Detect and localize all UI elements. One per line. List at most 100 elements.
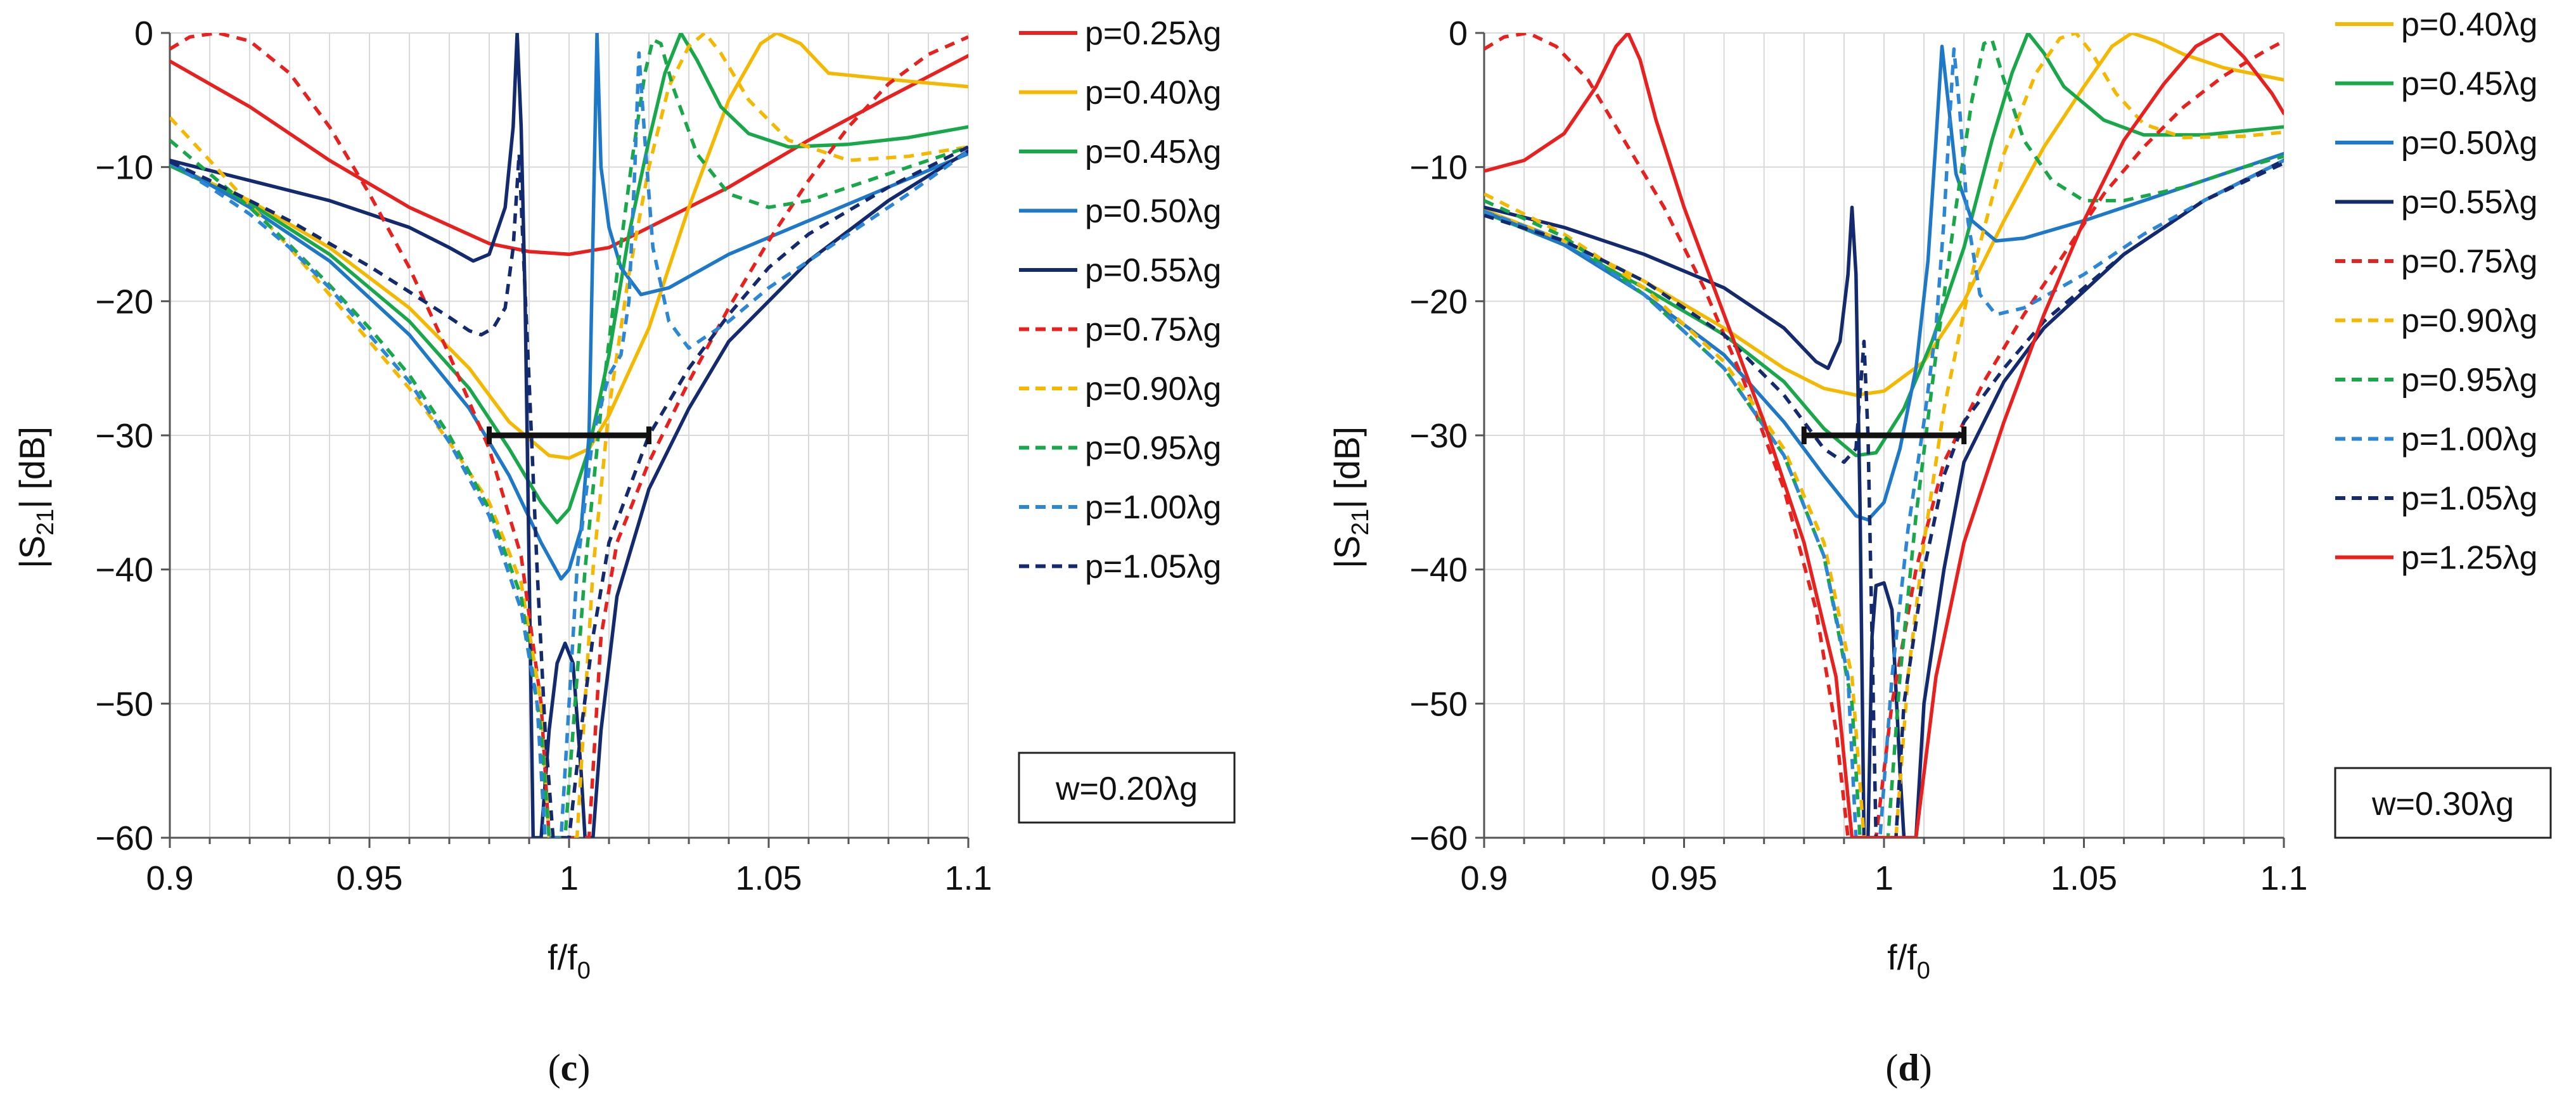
legend-label: p=1.05λg bbox=[2401, 480, 2537, 517]
legend-label: p=0.55λg bbox=[1085, 252, 1221, 289]
series-line bbox=[170, 33, 968, 581]
bandwidth-marker bbox=[487, 426, 651, 444]
x-tick-label: 1.05 bbox=[735, 859, 802, 897]
legend-label: p=0.90λg bbox=[2401, 303, 2537, 340]
series-line bbox=[1484, 33, 2284, 838]
series-line bbox=[1484, 37, 2284, 838]
y-tick-label: 0 bbox=[1449, 15, 1468, 53]
series-line bbox=[170, 33, 968, 838]
y-tick-label: −10 bbox=[1409, 149, 1468, 187]
series-line bbox=[1484, 161, 2284, 838]
y-tick-label: −60 bbox=[95, 819, 153, 857]
legend-label: p=0.75λg bbox=[2401, 243, 2537, 280]
legend-label: p=1.00λg bbox=[2401, 421, 2537, 458]
legend-label: p=0.45λg bbox=[2401, 66, 2537, 103]
legend-label: p=0.75λg bbox=[1085, 312, 1221, 349]
legend-label: p=0.50λg bbox=[2401, 125, 2537, 162]
y-tick-label: −20 bbox=[1409, 283, 1468, 321]
legend-item: p=0.95λg bbox=[1019, 430, 1221, 467]
series-line bbox=[1484, 33, 2284, 397]
legend-label: p=0.40λg bbox=[2401, 6, 2537, 43]
axes: 0.9 0.95 1 1.05 1.1 0 −10 −20 −30 −40 −50 −60 bbox=[95, 15, 992, 897]
y-axis-title: |S21| [dB] bbox=[1327, 426, 1374, 568]
panel-label: (d) bbox=[1885, 1047, 1932, 1089]
x-axis-title: f/f0 bbox=[548, 937, 591, 984]
legend-item: p=0.90λg bbox=[1019, 371, 1221, 407]
panel-label: (c) bbox=[548, 1047, 591, 1089]
annotation-text: w=0.30λg bbox=[2371, 786, 2514, 823]
y-tick-label: −30 bbox=[1409, 417, 1468, 455]
series-line bbox=[170, 54, 968, 257]
x-tick-label: 0.95 bbox=[336, 859, 402, 897]
legend-item: p=0.45λg bbox=[2335, 66, 2537, 103]
chart-panel-c: |S21| [dB] f/f0 0.9 0.95 1 1.05 1.1 0 −10 −20 −3… bbox=[12, 15, 1236, 1089]
x-tick-label: 0.9 bbox=[1460, 859, 1508, 897]
y-tick-label: −50 bbox=[95, 685, 153, 723]
legend-item: p=0.55λg bbox=[2335, 184, 2537, 221]
legend-label: p=0.45λg bbox=[1085, 134, 1221, 170]
series-line bbox=[1484, 158, 2284, 838]
legend-item: p=0.45λg bbox=[1019, 134, 1221, 170]
legend-item: p=1.05λg bbox=[1019, 549, 1221, 586]
legend-item: p=0.25λg bbox=[1019, 15, 1221, 52]
legend-item: p=1.05λg bbox=[2335, 480, 2537, 517]
series-line bbox=[1484, 47, 2284, 838]
axes: 0.9 0.95 1 1.05 1.1 0 −10 −20 −30 −40 −50 −60 bbox=[1409, 15, 2307, 897]
series-line bbox=[170, 37, 968, 838]
legend-label: p=0.25λg bbox=[1085, 15, 1221, 52]
legend-label: p=0.55λg bbox=[2401, 184, 2537, 221]
x-tick-label: 1.1 bbox=[2260, 859, 2307, 897]
legend-item: p=1.00λg bbox=[1019, 489, 1221, 526]
legend-item: p=0.50λg bbox=[1019, 193, 1221, 230]
annotation-box: w=0.30λg bbox=[2334, 767, 2552, 839]
legend-label: p=1.25λg bbox=[2401, 540, 2537, 577]
legend-label: p=0.50λg bbox=[1085, 193, 1221, 230]
legend-label: p=0.95λg bbox=[2401, 362, 2537, 399]
legend-item: p=1.00λg bbox=[2335, 421, 2537, 458]
y-tick-label: −30 bbox=[95, 417, 153, 455]
annotation-text: w=0.20λg bbox=[1055, 771, 1198, 807]
legend-label: p=1.05λg bbox=[1085, 549, 1221, 586]
y-axis-title: |S21| [dB] bbox=[12, 426, 59, 568]
legend-item: p=0.55λg bbox=[1019, 252, 1221, 289]
x-tick-label: 1.05 bbox=[2051, 859, 2117, 897]
legend-item: p=0.50λg bbox=[2335, 125, 2537, 162]
y-tick-label: −40 bbox=[1409, 551, 1468, 589]
legend-item: p=0.90λg bbox=[2335, 303, 2537, 340]
legend-item: p=0.95λg bbox=[2335, 362, 2537, 399]
series-line bbox=[170, 145, 968, 838]
legend: p=0.40λg p=0.45λg p=0.50λg p=0.55λg p=0.75λg… bbox=[2335, 6, 2537, 577]
y-tick-label: −50 bbox=[1409, 685, 1468, 723]
chart-panel-d: |S21| [dB] f/f0 0.9 0.95 1 1.05 1.1 0 −10 −20 −3… bbox=[1327, 6, 2552, 1089]
y-tick-label: −10 bbox=[95, 149, 153, 187]
annotation-box: w=0.20λg bbox=[1018, 752, 1236, 824]
series-line bbox=[170, 33, 968, 460]
series-line bbox=[1484, 44, 2284, 522]
legend-label: p=0.90λg bbox=[1085, 371, 1221, 407]
legend-item: p=0.40λg bbox=[1019, 75, 1221, 112]
x-tick-label: 1.1 bbox=[944, 859, 992, 897]
legend: p=0.25λg p=0.40λg p=0.45λg p=0.50λg p=0.55λg… bbox=[1019, 15, 1221, 586]
series-line bbox=[170, 33, 968, 838]
x-tick-label: 0.9 bbox=[146, 859, 193, 897]
plot-area bbox=[1484, 33, 2284, 838]
legend-label: p=0.40λg bbox=[1085, 75, 1221, 112]
y-tick-label: 0 bbox=[134, 15, 153, 53]
series-line bbox=[1484, 33, 2284, 838]
legend-label: p=0.95λg bbox=[1085, 430, 1221, 467]
legend-item: p=0.75λg bbox=[1019, 312, 1221, 349]
x-tick-label: 0.95 bbox=[1651, 859, 1717, 897]
bandwidth-marker bbox=[1801, 426, 1967, 444]
series-line bbox=[170, 33, 968, 525]
series-line bbox=[1484, 33, 2284, 838]
y-tick-label: −60 bbox=[1409, 819, 1468, 857]
x-axis-title: f/f0 bbox=[1887, 937, 1930, 984]
x-tick-label: 1 bbox=[560, 859, 579, 897]
legend-item: p=0.75λg bbox=[2335, 243, 2537, 280]
y-tick-label: −40 bbox=[95, 551, 153, 589]
grid bbox=[1483, 32, 2284, 838]
legend-item: p=1.25λg bbox=[2335, 540, 2537, 577]
x-tick-label: 1 bbox=[1874, 859, 1894, 897]
legend-item: p=0.40λg bbox=[2335, 6, 2537, 43]
